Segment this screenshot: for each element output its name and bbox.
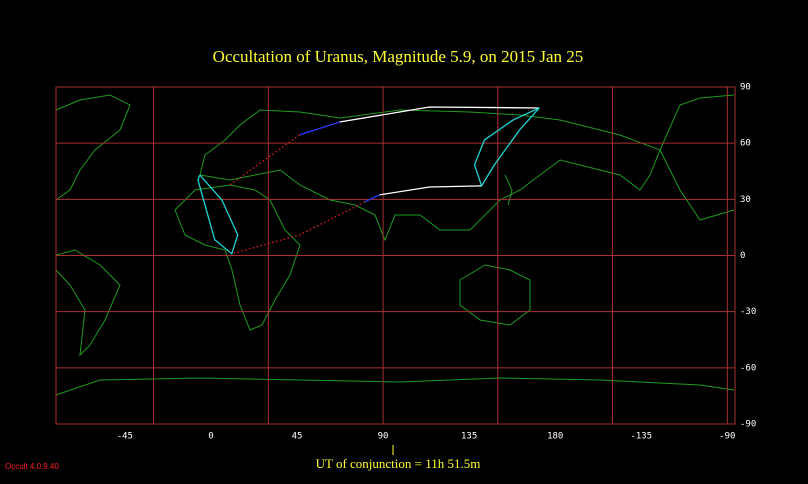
map-frame bbox=[55, 86, 736, 425]
x-tick-label: -90 bbox=[719, 432, 735, 442]
occultation-path bbox=[364, 194, 380, 203]
coastline bbox=[55, 377, 735, 396]
x-tick-label: 0 bbox=[208, 432, 213, 442]
x-tick-label: 90 bbox=[378, 432, 389, 442]
occultation-path bbox=[339, 106, 540, 123]
coastline bbox=[174, 184, 301, 331]
occultation-path bbox=[299, 121, 340, 136]
x-tick-label: -135 bbox=[630, 432, 652, 442]
x-tick-label: 135 bbox=[461, 432, 477, 442]
x-tick-label: 180 bbox=[547, 432, 563, 442]
version: Occult 4.0.9.40 bbox=[5, 462, 59, 471]
x-tick-label: -45 bbox=[117, 432, 133, 442]
coastline bbox=[504, 174, 513, 206]
occultation-path bbox=[197, 174, 239, 255]
coastlines bbox=[55, 94, 735, 396]
coastline bbox=[459, 264, 531, 326]
occultation-path bbox=[231, 201, 365, 255]
y-tick-label: 90 bbox=[740, 83, 751, 93]
coastline bbox=[659, 94, 735, 221]
y-tick-label: 0 bbox=[740, 251, 745, 261]
occultation-path bbox=[379, 185, 482, 196]
x-tick-label: 45 bbox=[292, 432, 303, 442]
footer: UT of conjunction = 11h 51.5m bbox=[316, 456, 481, 471]
coastline bbox=[55, 94, 131, 201]
occultation-path bbox=[473, 107, 540, 188]
coastline bbox=[199, 109, 661, 242]
y-tick-label: -90 bbox=[740, 420, 756, 430]
y-tick-label: 30 bbox=[740, 195, 751, 205]
coastline bbox=[55, 249, 121, 357]
y-tick-label: -30 bbox=[740, 307, 756, 317]
title: Occultation of Uranus, Magnitude 5.9, on… bbox=[213, 47, 584, 66]
y-tick-label: -60 bbox=[740, 363, 756, 373]
y-tick-label: 60 bbox=[740, 139, 751, 149]
